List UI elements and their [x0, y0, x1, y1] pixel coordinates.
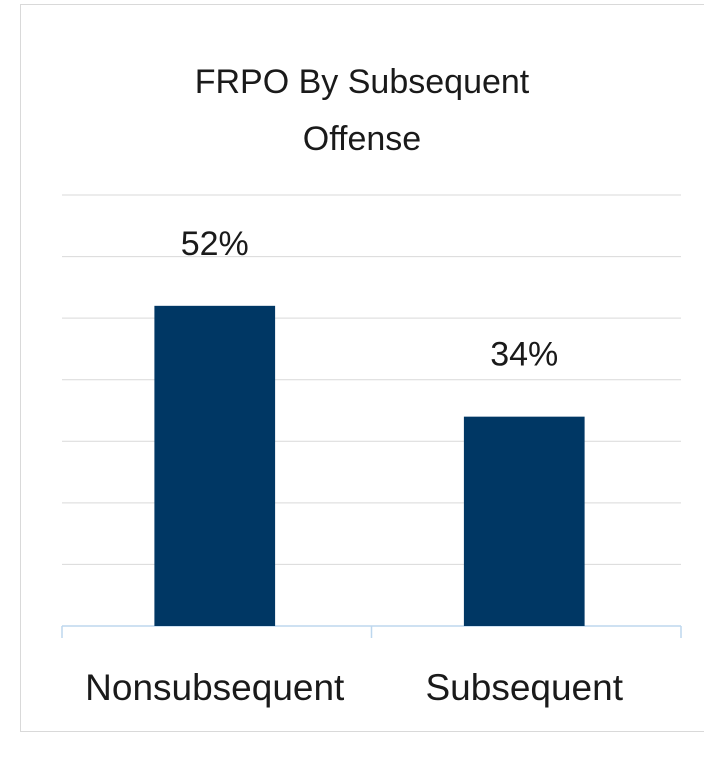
chart-frame — [20, 4, 704, 732]
data-label: 52% — [181, 225, 249, 263]
bar — [154, 305, 276, 626]
chart-title: FRPO By Subsequent Offense — [194, 63, 530, 158]
bar — [463, 416, 585, 626]
x-tick-label: Nonsubsequent — [85, 667, 345, 708]
x-tick-label: Subsequent — [425, 667, 623, 708]
data-label: 34% — [490, 336, 558, 374]
